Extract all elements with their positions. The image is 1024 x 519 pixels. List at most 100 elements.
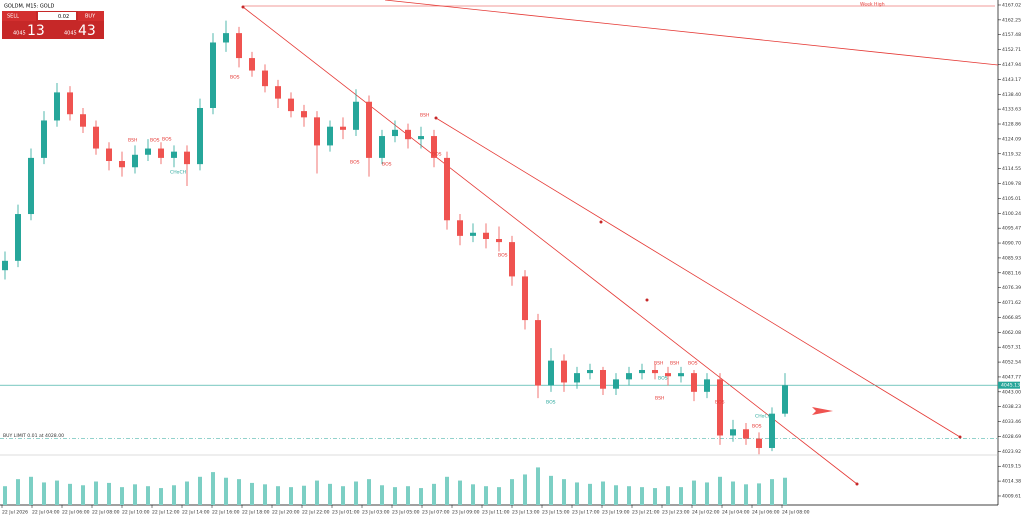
candle-body xyxy=(444,157,450,221)
candle-body xyxy=(184,151,190,165)
annotation: BOS xyxy=(230,75,240,81)
candle-body xyxy=(80,114,86,127)
annotation: BSH xyxy=(654,361,663,367)
volume-bar xyxy=(757,483,761,505)
volume-bar xyxy=(380,485,384,505)
x-tick-label: 22 Jul 14:00 xyxy=(182,510,210,516)
volume-bar xyxy=(393,487,397,505)
arrow xyxy=(812,407,833,415)
annotation: BOS xyxy=(498,253,508,259)
volume-bar xyxy=(211,472,215,505)
volume-bar xyxy=(484,486,488,505)
candle-body xyxy=(756,438,762,448)
volume-bar xyxy=(94,481,98,505)
candle-body xyxy=(2,260,8,271)
y-tick-label: 4167.02 xyxy=(1002,2,1021,8)
volume-bar xyxy=(224,477,228,505)
anchor-point xyxy=(434,116,438,120)
trend-line xyxy=(384,0,999,66)
volume-bar xyxy=(588,483,592,505)
candle-body xyxy=(561,360,567,383)
volume-bar xyxy=(445,476,449,505)
buy-label: BUY xyxy=(85,14,96,20)
x-tick-label: 23 Jul 13:00 xyxy=(512,510,540,516)
candle-body xyxy=(639,369,645,374)
y-tick-label: 4076.39 xyxy=(1002,285,1021,291)
annotation: BOS xyxy=(432,152,442,158)
y-tick-label: 4019.15 xyxy=(1002,464,1021,470)
candle-body xyxy=(106,148,112,162)
volume-bar xyxy=(68,483,72,505)
y-tick-label: 4066.85 xyxy=(1002,315,1021,321)
candle-body xyxy=(28,157,34,215)
candle-body xyxy=(600,369,606,389)
x-tick-label: 22 Jul 12:00 xyxy=(152,510,180,516)
y-tick-label: 4119.32 xyxy=(1002,151,1021,157)
volume-bar xyxy=(627,486,631,505)
x-tick-label: 23 Jul 01:00 xyxy=(332,510,360,516)
y-tick-label: 4162.25 xyxy=(1002,17,1021,23)
candle-body xyxy=(197,107,203,165)
pending-label: BUY LIMIT 0.01 at 4028.00 xyxy=(3,433,64,439)
trade-panel: SELL BUY 0.02 4045 13 4045 43 xyxy=(2,11,104,39)
symbol-title: GOLDM, M15: GOLD xyxy=(4,4,54,10)
annotation: CHoCH xyxy=(755,414,771,420)
anchor-point xyxy=(958,435,962,439)
candle-body xyxy=(132,154,138,168)
y-tick-label: 4128.86 xyxy=(1002,122,1021,128)
volume-bar xyxy=(419,488,423,505)
y-tick-label: 4147.94 xyxy=(1002,62,1021,68)
volume-bar xyxy=(315,480,319,505)
candle-body xyxy=(717,379,723,436)
volume-bar xyxy=(198,476,202,505)
x-tick-label: 22 Jul 04:00 xyxy=(32,510,60,516)
annotation: BOS xyxy=(658,376,668,382)
candle-body xyxy=(535,320,541,386)
annotation: BOS xyxy=(350,160,360,166)
candle-body xyxy=(769,413,775,448)
candle-body xyxy=(262,70,268,87)
y-tick-label: 4152.71 xyxy=(1002,47,1021,53)
candle-body xyxy=(782,385,788,414)
lot-input[interactable] xyxy=(38,12,76,20)
y-tick-label: 4100.24 xyxy=(1002,211,1021,217)
y-tick-label: 4138.40 xyxy=(1002,92,1021,98)
annotation: BOS xyxy=(688,361,698,367)
y-tick-label: 4109.78 xyxy=(1002,181,1021,187)
x-tick-label: 23 Jul 07:00 xyxy=(422,510,450,516)
candle-body xyxy=(67,92,73,115)
volume-bar xyxy=(640,487,644,505)
bid-label: 4045.13 xyxy=(1001,383,1020,389)
trend-line xyxy=(242,6,858,485)
volume-bar xyxy=(783,477,787,505)
y-tick-label: 4052.54 xyxy=(1002,360,1021,366)
volume-bar xyxy=(614,485,618,505)
annotation: CHoCH xyxy=(170,170,186,176)
volume-bar xyxy=(302,485,306,505)
volume-bar xyxy=(42,482,46,505)
volume-bar xyxy=(731,481,735,505)
volume-bar xyxy=(653,488,657,505)
volume-bar xyxy=(289,487,293,505)
candle-body xyxy=(704,379,710,392)
x-tick-label: 23 Jul 17:00 xyxy=(572,510,600,516)
sell-button[interactable] xyxy=(2,11,36,21)
x-tick-label: 22 Jul 22:00 xyxy=(302,510,330,516)
volume-bar xyxy=(3,486,7,505)
buy-button[interactable] xyxy=(78,11,104,21)
y-tick-label: 4071.62 xyxy=(1002,300,1021,306)
annotation: BOS xyxy=(382,162,392,168)
annotation: BSH xyxy=(670,361,679,367)
volume-bar xyxy=(367,479,371,505)
ask-big: 4045 xyxy=(64,31,77,37)
y-tick-label: 4062.08 xyxy=(1002,330,1021,336)
volume-bar xyxy=(16,479,20,505)
candle-body xyxy=(210,42,216,108)
week-high-label: Week High xyxy=(860,2,885,8)
x-tick-label: 24 Jul 08:00 xyxy=(782,510,810,516)
x-tick-label: 22 Jul 08:00 xyxy=(92,510,120,516)
volume-bar xyxy=(263,484,267,505)
x-tick-label: 23 Jul 05:00 xyxy=(392,510,420,516)
candle-body xyxy=(496,238,502,243)
candle-body xyxy=(548,360,554,386)
